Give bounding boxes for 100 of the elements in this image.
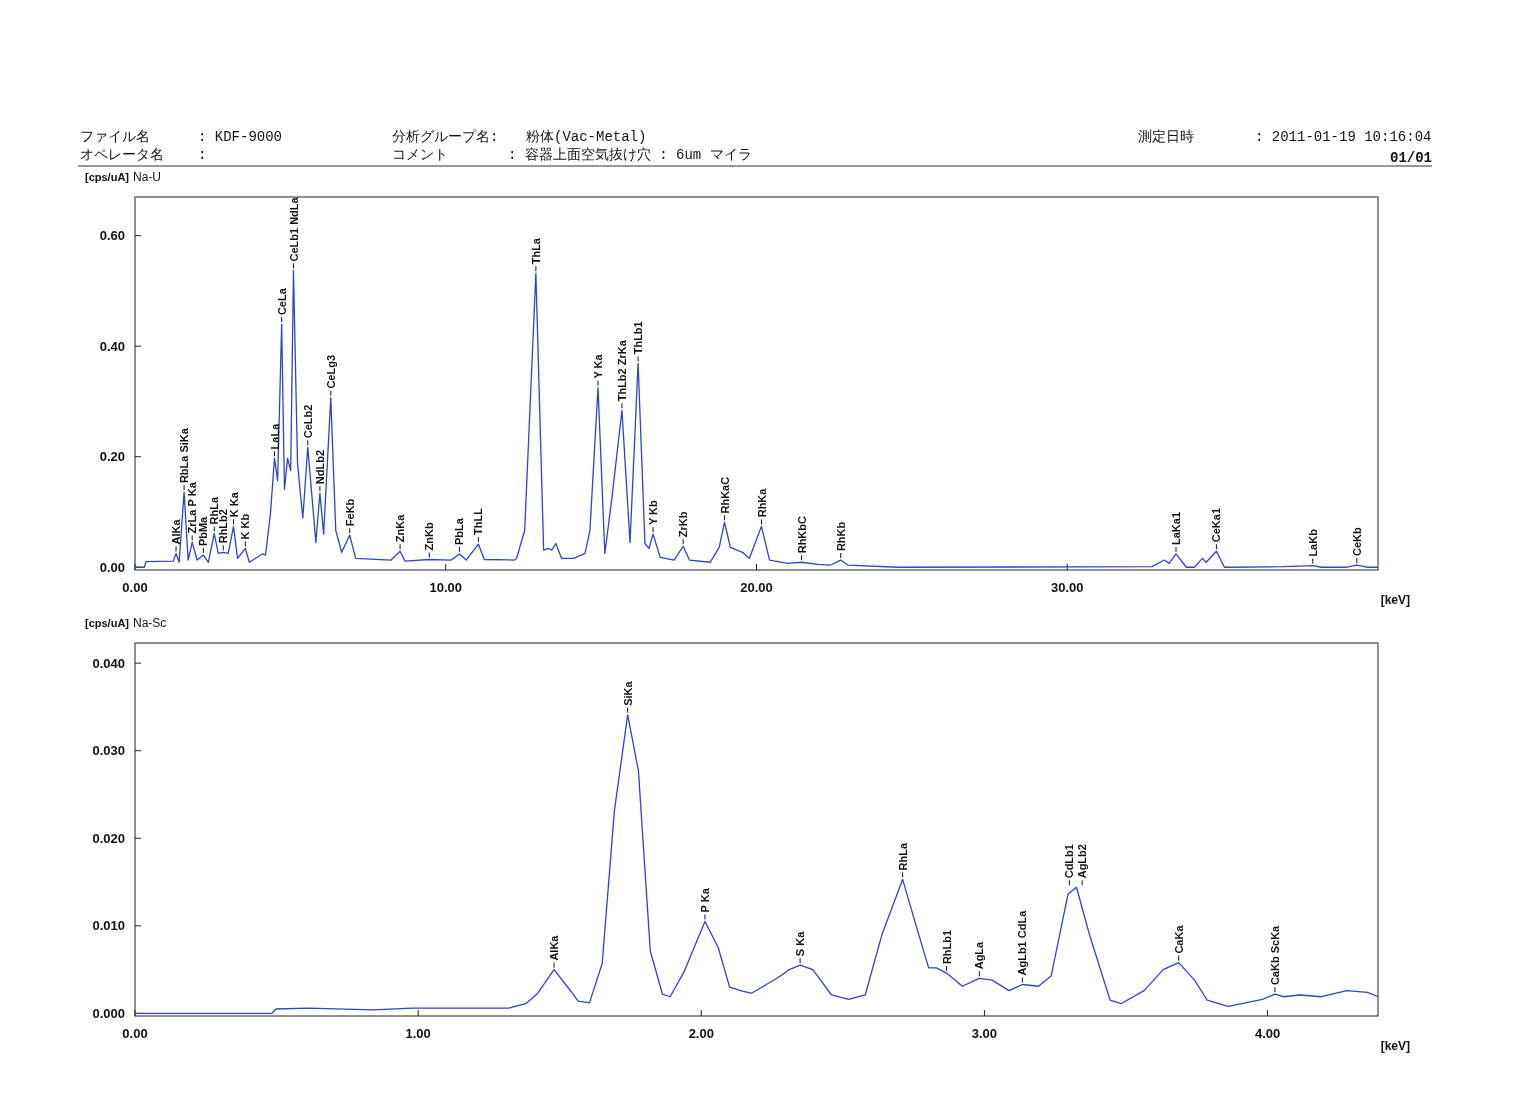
chart-title: Na-U	[133, 170, 162, 184]
annotation: ZnKb	[423, 522, 436, 551]
peak-label: ZrKb	[677, 511, 690, 545]
annotation: AgLa	[973, 940, 986, 970]
peak-label: P Ka	[699, 888, 711, 920]
annotation: RhLb1	[940, 929, 953, 965]
x-tick-label: 0.00	[122, 1026, 148, 1041]
text: オペレータ名	[80, 147, 164, 163]
annotation: LaLa	[268, 422, 281, 450]
x-axis-title: [keV]	[1380, 593, 1410, 607]
annotation: LaKb	[1306, 528, 1319, 557]
y-tick-label: 0.010	[92, 918, 125, 934]
annotation: AgLb2	[1076, 844, 1089, 879]
peak-label: K Ka	[227, 492, 240, 525]
y-tick-label: 0.040	[92, 655, 125, 671]
annotation: ZnKa	[394, 513, 407, 543]
annotation: RhKa	[755, 487, 768, 518]
peak-label: ThLL	[472, 508, 485, 543]
peak-label: CeLg3	[324, 355, 337, 397]
peak-label: Y Ka	[592, 354, 604, 387]
annotation: ThLa	[529, 237, 542, 265]
y-axis-title: [cps/uA]	[85, 171, 130, 183]
peak-label: ThLb2 ZrKa	[615, 340, 628, 409]
peak-label: ZnKb	[423, 522, 436, 558]
x-axis-title: [keV]	[1380, 1039, 1410, 1053]
peak-label: LaKa1	[1170, 511, 1182, 553]
x-tick-label: 30.00	[1050, 580, 1084, 595]
peak-label: CeLa	[275, 288, 288, 323]
peak-label: CaKa	[1172, 925, 1185, 962]
peak-label: S Ka	[794, 931, 807, 964]
y-axis-title: [cps/uA]	[85, 617, 130, 629]
peak-label: RhKb	[834, 521, 847, 559]
annotation: CeKb	[1350, 526, 1363, 556]
annotation: CeLb2	[301, 404, 314, 439]
y-tick-label: 0.60	[99, 228, 125, 244]
peak-label: CdLb1	[1063, 844, 1076, 886]
chart-title: Na-Sc	[133, 616, 167, 630]
peak-label: CeKb	[1350, 527, 1363, 564]
peak-label: RhKa	[755, 488, 768, 525]
annotation: AlKa	[548, 934, 561, 961]
x-tick-label: 20.00	[740, 580, 773, 595]
peak-label: ZnKa	[394, 514, 407, 550]
annotation: K Kb	[239, 513, 252, 540]
annotation: P Ka	[699, 887, 711, 913]
peak-label: PbLa	[453, 518, 466, 553]
peak-label: SiKa	[621, 681, 634, 714]
annotation: RhKaC	[718, 476, 731, 514]
text: 粉体(Vac-Metal)	[526, 129, 647, 145]
peak-label: RhKaC	[718, 476, 731, 521]
x-tick-label: 0.00	[122, 580, 148, 595]
peak-label: RhKbC	[795, 516, 808, 561]
annotation: Y Ka	[592, 353, 604, 379]
y-tick-label: 0.030	[92, 743, 125, 759]
text: ファイル名	[80, 129, 150, 145]
y-tick-label: 0.20	[99, 449, 125, 465]
peak-label: ThLb1	[632, 321, 645, 362]
peak-label: AlKa	[170, 519, 182, 552]
x-tick-label: 1.00	[405, 1026, 431, 1041]
peak-label: LaLa	[268, 423, 281, 457]
x-tick-label: 4.00	[1254, 1026, 1281, 1041]
y-tick-label: 0.00	[99, 559, 125, 575]
y-tick-label: 0.000	[92, 1005, 125, 1021]
annotation: FeKb	[343, 498, 356, 527]
peak-label: CeKa1	[1210, 507, 1223, 550]
annotation: LaKa1	[1170, 511, 1182, 545]
peak-label: K Kb	[239, 513, 252, 547]
annotation: RhLa	[896, 842, 909, 871]
annotation: PbMa	[197, 515, 210, 547]
annotation: Y Kb	[647, 499, 659, 526]
peak-label: AgLb1 CdLa	[1016, 910, 1029, 983]
text: 測定日時	[1138, 129, 1194, 145]
annotation: RhKb	[834, 521, 847, 552]
annotation: SiKa	[621, 680, 634, 706]
annotation: AlKa	[170, 518, 182, 545]
annotation: NdLb2	[313, 449, 326, 485]
text: : 容器上面空気抜け穴 : 6um マイラ	[508, 147, 752, 163]
annotation: CeLa	[275, 287, 288, 316]
annotation: PbLa	[453, 517, 466, 545]
text: : KDF-9000	[198, 129, 283, 145]
annotation: CeLg3	[324, 354, 337, 389]
peak-label: AlKa	[548, 935, 561, 969]
text: 分析グループ名:	[392, 129, 499, 145]
text: : 2011-01-19 10:16:04	[1255, 129, 1432, 145]
peak-label: RhLb1	[940, 929, 953, 972]
annotation: ThLL	[472, 507, 485, 535]
annotation: S Ka	[794, 930, 807, 957]
y-tick-label: 0.40	[99, 338, 125, 354]
annotation: ThLb1	[632, 321, 645, 355]
peak-label: ThLa	[529, 238, 542, 272]
y-tick-label: 0.020	[92, 830, 125, 846]
annotation: CdLb1	[1063, 844, 1076, 879]
peak-label: NdLb2	[313, 449, 326, 492]
peak-label: LaKb	[1306, 529, 1319, 565]
annotation: RhKbC	[795, 515, 808, 554]
text: コメント	[392, 147, 448, 163]
peak-label: RhLa	[896, 842, 909, 878]
annotation: ZrKb	[677, 511, 690, 538]
peak-label: CeLb1 NdLa	[287, 197, 300, 269]
annotation: CeKa1	[1210, 507, 1223, 543]
text: 01/01	[1389, 150, 1432, 166]
